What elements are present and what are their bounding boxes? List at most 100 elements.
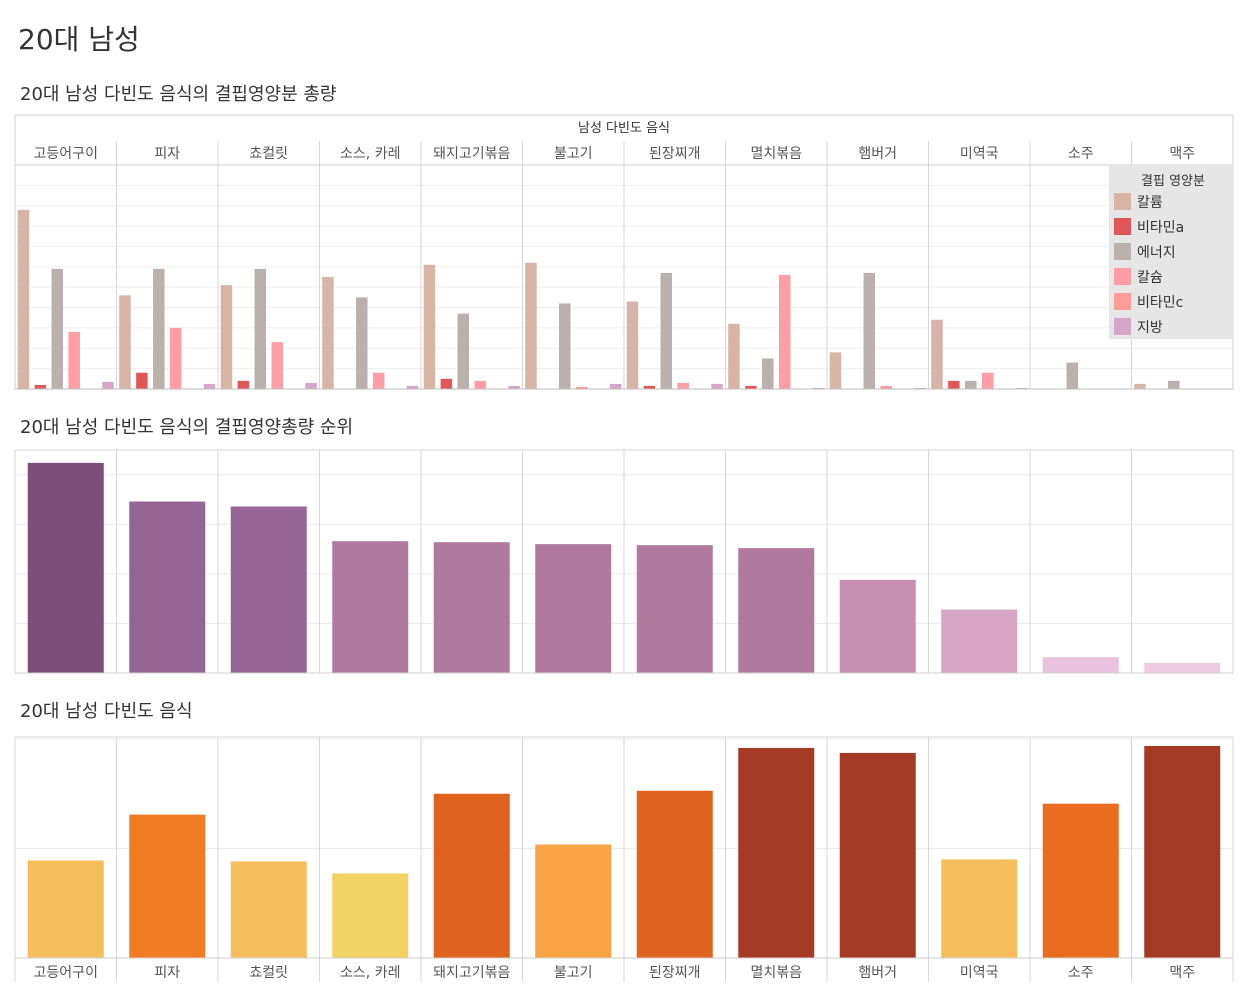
- chart2-bar: [1042, 657, 1119, 673]
- chart1-bar: [1015, 387, 1028, 389]
- chart1-bar: [660, 272, 673, 389]
- chart1-title: 20대 남성 다빈도 음식의 결핍영양분 총량: [20, 84, 337, 105]
- chart3-category-label: 맥주: [1169, 965, 1195, 981]
- chart3-category-label: 불고기: [554, 965, 593, 981]
- chart1-category-label: 불고기: [554, 146, 593, 162]
- page-title: 20대 남성: [18, 23, 140, 56]
- chart1-bar: [203, 383, 216, 389]
- chart1-bar: [965, 380, 977, 389]
- chart2-bar: [332, 541, 409, 673]
- chart1-legend-swatch: [1114, 193, 1131, 210]
- chart1-bar: [406, 385, 419, 389]
- chart1-category-label: 맥주: [1169, 146, 1195, 162]
- chart1-legend-label: 에너지: [1137, 245, 1176, 261]
- chart1-bar: [778, 274, 791, 389]
- chart3-bar: [839, 752, 916, 958]
- chart1-bar: [153, 268, 165, 389]
- chart2-bar: [1144, 663, 1221, 673]
- chart3-category-label: 멸치볶음: [750, 965, 802, 981]
- chart3-category-label: 소스, 카레: [340, 965, 400, 981]
- chart1-legend-swatch: [1114, 243, 1131, 260]
- chart1-category-label: 미역국: [960, 146, 999, 162]
- chart1-bar: [474, 380, 486, 389]
- chart1-legend-label: 칼슘: [1137, 270, 1163, 286]
- chart3-category-label: 쵸컬릿: [249, 965, 288, 981]
- chart1-bar: [322, 277, 334, 389]
- chart1-category-label: 된장찌개: [649, 146, 701, 162]
- chart1-bar: [863, 272, 876, 389]
- chart1-bar: [51, 268, 64, 389]
- chart1-bar: [508, 385, 520, 389]
- chart2-bar: [129, 501, 206, 673]
- chart1-category-label: 피자: [154, 146, 180, 162]
- chart3-bar: [433, 793, 510, 958]
- chart1-bar: [948, 380, 960, 389]
- chart1-bar: [559, 303, 571, 389]
- chart1-bar: [68, 331, 80, 389]
- chart1-bar: [237, 380, 250, 389]
- chart1-bar: [880, 385, 892, 389]
- chart1-bar: [728, 323, 740, 389]
- chart1-legend-label: 비타민c: [1137, 295, 1183, 311]
- chart1-bar: [931, 319, 943, 389]
- chart3-bar: [332, 873, 409, 958]
- chart1-bar: [102, 381, 114, 389]
- chart1-category-label: 햄버거: [858, 146, 897, 162]
- chart3-category-label: 된장찌개: [649, 965, 701, 981]
- chart2-title: 20대 남성 다빈도 음식의 결핍영양총량 순위: [20, 417, 354, 438]
- chart1-bar: [17, 209, 30, 389]
- chart1-bar: [643, 385, 656, 389]
- chart1-bar: [1066, 362, 1079, 389]
- chart2-bar: [839, 579, 916, 673]
- chart1-bar: [457, 313, 470, 389]
- chart1-bar: [423, 264, 436, 389]
- chart1-legend-label: 지방: [1137, 320, 1163, 336]
- chart3-title: 20대 남성 다빈도 음식: [20, 701, 193, 722]
- chart3-category-label: 미역국: [960, 965, 999, 981]
- chart1-bar: [745, 385, 757, 389]
- chart3-bar: [941, 859, 1018, 958]
- chart3-category-label: 소주: [1068, 965, 1094, 981]
- chart1-bar: [169, 327, 182, 389]
- chart2-bar: [636, 545, 713, 673]
- chart3-category-label: 고등어구이: [34, 965, 98, 981]
- chart1-bar: [372, 372, 385, 389]
- chart1-category-label: 멸치볶음: [750, 146, 802, 162]
- chart3-bar: [230, 861, 307, 958]
- chart3-category-label: 돼지고기볶음: [433, 965, 510, 981]
- chart1-legend-swatch: [1114, 268, 1131, 285]
- chart1-bar: [356, 297, 368, 389]
- chart3-bar: [1144, 745, 1221, 958]
- chart1-category-label: 소주: [1068, 146, 1094, 162]
- chart1-bar: [119, 295, 131, 389]
- chart1-category-label: 소스, 카레: [340, 146, 400, 162]
- chart1-bar: [1168, 380, 1180, 389]
- chart2-bar: [27, 462, 104, 673]
- chart1-bar: [271, 342, 283, 389]
- chart1-legend-swatch: [1114, 318, 1131, 335]
- chart2-bar: [738, 548, 815, 673]
- chart1-legend-label: 비타민a: [1137, 220, 1184, 236]
- chart3-bar: [27, 860, 104, 958]
- chart1-legend-label: 칼륨: [1137, 195, 1163, 211]
- chart1-bar: [677, 382, 689, 389]
- chart2-bar: [433, 542, 510, 673]
- chart3-bar: [129, 814, 206, 958]
- chart1-bar: [305, 382, 317, 389]
- chart3-category-label: 피자: [154, 965, 180, 981]
- chart1-bar: [981, 372, 994, 389]
- chart3-category-label: 햄버거: [858, 965, 897, 981]
- chart2-bar: [230, 506, 307, 673]
- chart3-food-bar: 고등어구이 피자 쵸컬릿 소스, 카레 돼지고기볶음 불고기 된장찌개 멸치볶음 햄버거 미역국 소…: [14, 736, 1234, 982]
- chart1-bar: [609, 383, 622, 389]
- chart1-bar: [575, 386, 588, 389]
- chart1-category-label: 쵸컬릿: [249, 146, 288, 162]
- chart3-bar: [738, 747, 815, 958]
- chart1-bar: [440, 378, 453, 389]
- chart1-legend-swatch: [1114, 218, 1131, 235]
- chart1-bar: [711, 383, 723, 389]
- chart1-bar: [914, 387, 926, 389]
- chart1-bar: [220, 285, 233, 389]
- chart1-legend-swatch: [1114, 293, 1131, 310]
